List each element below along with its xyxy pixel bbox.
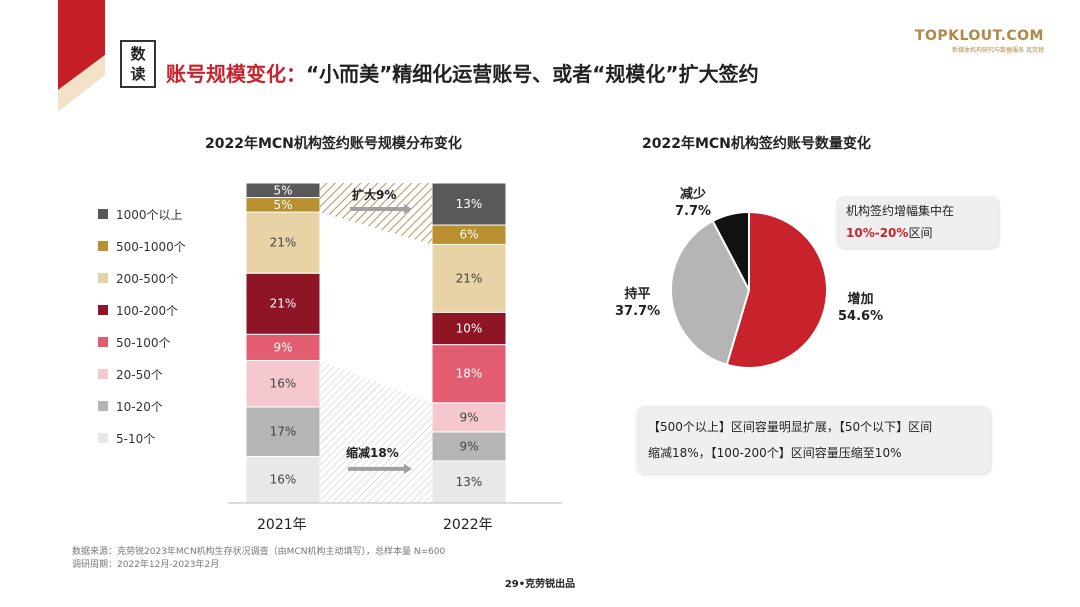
bar-data-label: 9%	[459, 439, 478, 453]
brand-logo: TOPKLOUT.COM 新媒体机构研究与数据服务 克劳锐	[915, 28, 1044, 54]
callout-bottom: 【500个以上】区间容量明显扩展，【50个以下】区间 缩减18%，【100-20…	[636, 406, 990, 474]
pie-label-flat: 持平 37.7%	[615, 286, 660, 320]
tag-char-2: 读	[130, 65, 146, 83]
footer-source: 数据来源：克劳锐2023年MCN机构生存状况调查（由MCN机构主动填写），总样本…	[72, 547, 446, 557]
callout-bottom-line2: 缩减18%，【100-200个】区间容量压缩至10%	[648, 446, 902, 460]
page-title: 账号规模变化：“小而美”精细化运营账号、或者“规模化”扩大签约	[166, 58, 759, 87]
bar-data-label: 5%	[273, 198, 292, 212]
annotation-shrink: 缩减18%	[346, 445, 399, 460]
legend-item: 50-100个	[98, 326, 186, 358]
stacked-bar-chart: 16% 17% 16% 9% 21% 21% 5%5% 13% 9% 9% 18% 10% 21% 6% 1…	[228, 182, 562, 504]
pie-label-decrease-value: 7.7%	[675, 204, 712, 219]
callout-top-suffix: 区间	[908, 226, 933, 240]
callout-top-line1: 机构签约增幅集中在	[846, 204, 955, 218]
bar-data-label: 9%	[273, 340, 292, 354]
bar-segment	[431, 243, 507, 313]
pie-slice	[670, 219, 751, 367]
bar-chart-title: 2022年MCN机构签约账号规模分布变化	[205, 136, 462, 152]
legend-swatch	[98, 305, 108, 315]
pie-label-increase-value: 54.6%	[838, 309, 884, 324]
legend-item: 20-50个	[98, 358, 186, 390]
bar-segment	[431, 402, 507, 433]
bar-data-label: 21%	[270, 297, 297, 311]
bar-segment	[245, 359, 321, 408]
section-tag: 数 读	[120, 40, 156, 88]
bar-data-label: 10%	[456, 321, 483, 335]
bar-data-label: 5%	[273, 183, 292, 197]
legend-swatch	[98, 369, 108, 379]
tag-char-1: 数	[130, 45, 146, 63]
bar-segment	[431, 311, 507, 346]
bar-data-label: 21%	[456, 271, 483, 285]
legend-label: 500-1000个	[116, 239, 186, 254]
callout-bottom-line1: 【500个以上】区间容量明显扩展，【50个以下】区间	[648, 420, 933, 434]
legend-swatch	[98, 433, 108, 443]
legend-label: 10-20个	[116, 399, 163, 414]
pie-slice	[725, 210, 828, 369]
legend-item: 10-20个	[98, 390, 186, 422]
pie-label-flat-value: 37.7%	[615, 304, 661, 319]
logo-subtext: 新媒体机构研究与数据服务 克劳锐	[952, 47, 1044, 54]
bar-chart-legend: 1000个以上 500-1000个 200-500个 100-200个 50-100个 2…	[98, 198, 186, 454]
bar-segment	[431, 431, 507, 462]
page-title-red: 账号规模变化：	[166, 62, 306, 86]
arrow-shrink-head	[404, 463, 412, 474]
pie-label-increase-name: 增加	[847, 292, 874, 307]
callout-top: 机构签约增幅集中在 10%-20%区间	[836, 196, 998, 248]
page-number: 29•克劳锐出品	[504, 579, 576, 590]
x-tick-label-2021: 2021年	[257, 517, 307, 533]
legend-item: 200-500个	[98, 262, 186, 294]
callout-top-line2: 10%-20%区间	[846, 222, 988, 244]
bar-data-label: 17%	[270, 425, 297, 439]
logo-text: TOPKLOUT.COM	[914, 28, 1044, 44]
bar-segment	[431, 344, 507, 404]
bar-data-label: 9%	[459, 410, 478, 424]
annotation-expand: 扩大9%	[352, 187, 396, 202]
bar-segment	[245, 272, 321, 335]
pie-label-increase: 增加 54.6%	[838, 291, 883, 325]
bar-data-label: 18%	[456, 367, 483, 381]
legend-item: 5-10个	[98, 422, 186, 454]
legend-label: 200-500个	[116, 271, 179, 286]
bar-data-label: 6%	[459, 228, 478, 242]
bar-segment	[431, 182, 507, 226]
page-title-black: “小而美”精细化运营账号、或者“规模化”扩大签约	[306, 62, 759, 86]
bar-data-label: 13%	[456, 475, 483, 489]
pie-label-decrease-name: 减少	[680, 187, 707, 202]
bar-segment	[245, 406, 321, 457]
x-tick-label-2022: 2022年	[443, 517, 493, 533]
bar-segment	[245, 333, 321, 361]
legend-item: 100-200个	[98, 294, 186, 326]
pie-chart-title: 2022年MCN机构签约账号数量变化	[642, 136, 871, 152]
legend-swatch	[98, 401, 108, 411]
bar-segment	[431, 460, 507, 504]
pie-label-decrease: 减少 7.7%	[675, 186, 711, 220]
legend-item: 500-1000个	[98, 230, 186, 262]
legend-label: 5-10个	[116, 431, 156, 446]
pie-slice	[711, 210, 750, 291]
legend-label: 20-50个	[116, 367, 163, 382]
corner-decoration	[58, 0, 105, 112]
legend-swatch	[98, 337, 108, 347]
bar-data-label: 21%	[270, 236, 297, 250]
legend-label: 50-100个	[116, 335, 171, 350]
callout-top-highlight: 10%-20%	[846, 226, 909, 240]
legend-label: 1000个以上	[116, 207, 183, 222]
legend-swatch	[98, 273, 108, 283]
bar-data-label: 16%	[270, 377, 297, 391]
pie-label-flat-name: 持平	[624, 287, 651, 302]
pie-chart	[670, 210, 828, 369]
bar-data-label: 13%	[456, 197, 483, 211]
legend-item: 1000个以上	[98, 198, 186, 230]
legend-swatch	[98, 209, 108, 219]
legend-swatch	[98, 241, 108, 251]
expand-band	[320, 183, 432, 245]
footer-period: 调研周期：2022年12月-2023年2月	[72, 560, 220, 570]
legend-label: 100-200个	[116, 303, 179, 318]
bar-segment	[245, 211, 321, 274]
bar-data-label: 16%	[270, 473, 297, 487]
arrow-expand-head	[404, 204, 412, 214]
